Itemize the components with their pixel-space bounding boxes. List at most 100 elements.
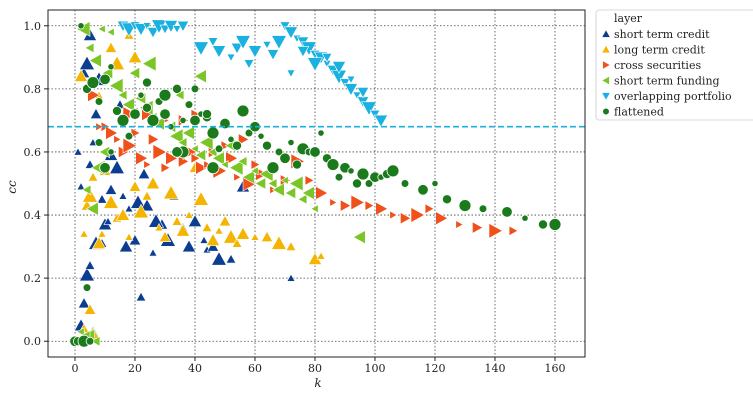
data-point [291,159,302,170]
data-point [187,214,203,227]
data-point [233,172,242,182]
data-point [386,164,400,178]
data-point [410,207,426,224]
data-point [192,191,210,206]
data-point [179,116,187,125]
data-point [286,273,296,282]
plot-area [48,10,585,357]
data-point [458,199,472,212]
plot-frame [47,9,586,358]
data-point [168,128,184,145]
data-point [206,161,220,175]
data-point [176,20,190,33]
data-point [113,134,122,144]
data-point [96,193,108,204]
data-point [231,237,243,248]
legend-label: flattened [614,106,664,119]
data-point [99,73,111,86]
data-point [331,61,347,75]
data-point [241,170,255,185]
data-point [105,125,119,141]
data-point [238,133,250,146]
data-point [267,178,278,189]
data-point [142,22,152,31]
data-point [350,194,366,211]
data-point [115,207,131,221]
data-point [141,55,157,72]
data-point [206,240,220,252]
y-tick-label: 0.4 [24,209,42,222]
data-point [284,186,296,200]
data-point [225,151,239,166]
legend-label: long term credit [614,44,705,57]
data-point [146,27,160,39]
data-point [143,160,152,170]
y-axis-label: cc [5,180,19,194]
data-point [316,251,326,260]
data-point [189,114,201,127]
legend-marker [601,44,611,54]
data-point [124,232,134,241]
legend-frame [595,9,753,121]
data-point [347,167,355,175]
data-point [364,200,375,211]
data-point [400,211,412,225]
data-point [158,88,172,102]
data-point [297,193,308,205]
data-point [431,179,439,188]
legend-marker [601,75,610,86]
data-point [220,160,229,170]
x-tick-label: 20 [128,362,142,375]
data-point [165,151,179,166]
data-point [225,253,237,264]
data-point [146,114,160,127]
data-point [329,197,338,207]
data-point [112,105,123,116]
data-point [84,42,95,54]
data-point [201,109,212,120]
data-point [84,260,96,270]
x-tick-label: 100 [365,362,386,375]
data-point [286,69,296,78]
data-point [78,55,96,70]
data-point [206,126,220,140]
data-point [250,232,260,241]
data-point [184,210,194,219]
data-point [84,159,96,169]
data-point [181,239,197,253]
data-point [97,24,106,34]
data-point [310,204,319,214]
data-point [356,167,370,181]
data-point [279,152,291,164]
data-point [162,184,180,200]
data-point [262,41,272,50]
data-point [159,24,171,35]
data-point [214,226,224,235]
data-point [124,131,134,141]
data-point [226,53,236,62]
data-point [288,175,304,192]
data-point [97,229,107,238]
data-point [417,184,429,196]
data-point [107,148,115,156]
data-point [102,194,120,209]
data-point [279,21,291,32]
data-point [548,218,562,231]
data-point [455,219,464,230]
data-point [211,45,227,59]
data-point [351,178,362,189]
data-point [76,327,85,337]
data-point [247,45,263,59]
data-point [81,184,92,196]
data-point [133,23,149,37]
data-point [159,108,171,120]
data-point [360,101,378,116]
data-point [152,143,168,160]
data-point [108,77,124,94]
x-tick-label: 160 [545,362,566,375]
data-point [521,214,529,222]
data-point [181,125,195,141]
data-point [488,222,504,239]
data-point [321,53,333,63]
